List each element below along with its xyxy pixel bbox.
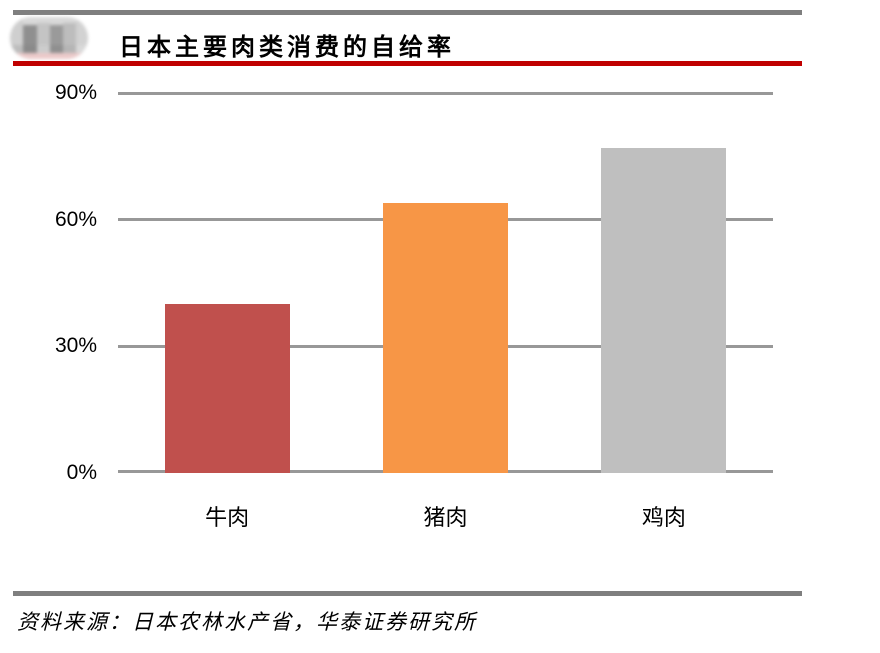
chart-title: 日本主要肉类消费的自给率 bbox=[119, 35, 455, 61]
x-tick-label: 鸡肉 bbox=[641, 505, 686, 530]
source-note: 资料来源：日本农林水产省，华泰证券研究所 bbox=[17, 610, 477, 634]
top-divider-line bbox=[13, 10, 802, 15]
x-tick-label: 牛肉 bbox=[205, 505, 250, 530]
x-tick-label: 猪肉 bbox=[423, 505, 468, 530]
y-tick-label: 30% bbox=[54, 334, 97, 358]
company-logo-blurred bbox=[10, 17, 88, 59]
footer-divider-line bbox=[13, 591, 802, 596]
bar-牛肉 bbox=[164, 304, 290, 473]
y-tick-label: 0% bbox=[66, 461, 97, 484]
y-tick-label: 60% bbox=[54, 207, 97, 231]
y-tick-label: 90% bbox=[54, 81, 97, 104]
title-accent-line bbox=[13, 61, 802, 66]
gridline bbox=[118, 91, 773, 95]
bar-鸡肉 bbox=[601, 147, 727, 473]
bar-猪肉 bbox=[383, 202, 508, 473]
plot-area bbox=[118, 91, 773, 473]
